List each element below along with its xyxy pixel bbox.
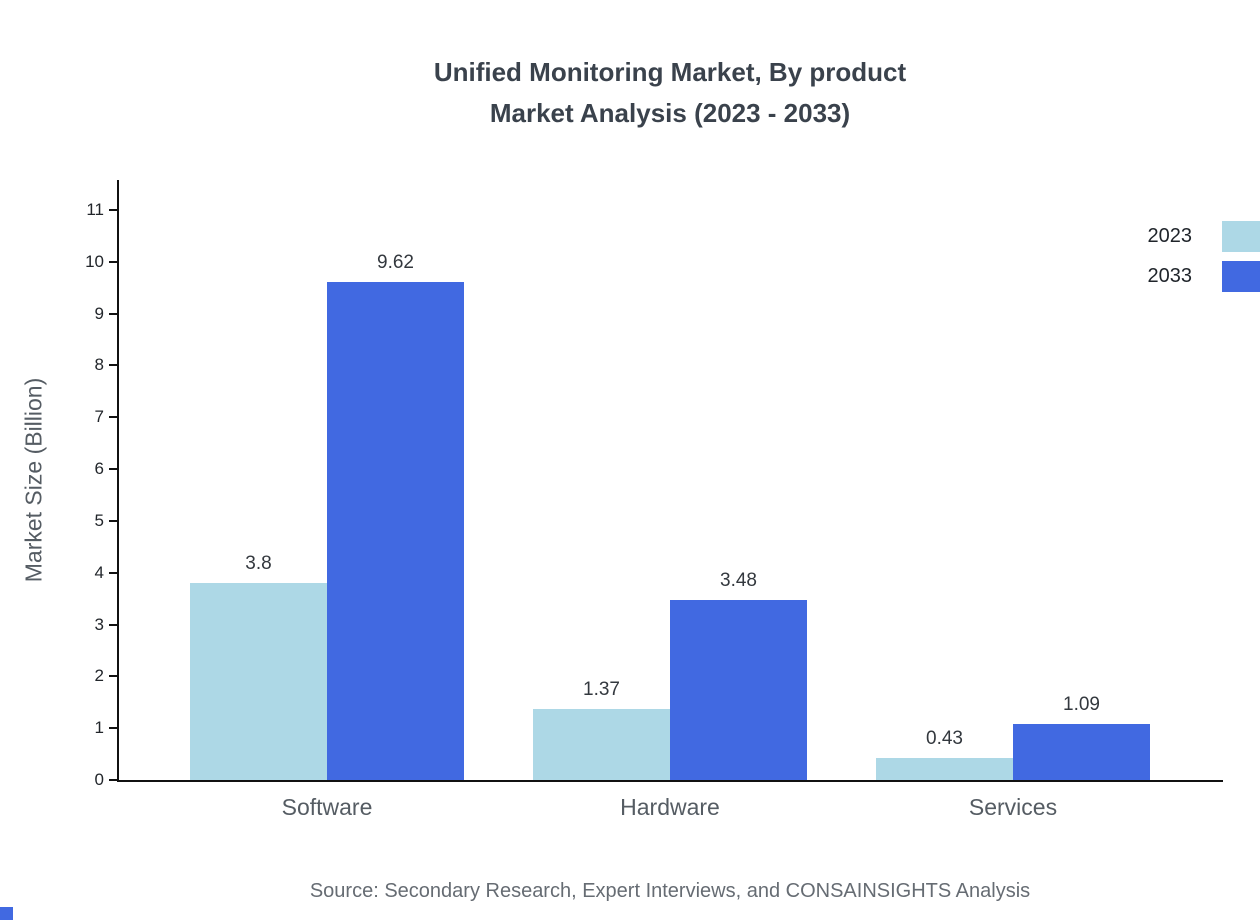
chart-title-line2: Market Analysis (2023 - 2033) [489, 98, 851, 128]
bar-2033-hardware [670, 599, 807, 780]
y-tick-mark [109, 209, 118, 211]
y-tick-mark [109, 571, 118, 574]
chart-title-line1: Unified Monitoring Market, By product [433, 57, 907, 87]
source-line: Source: Secondary Research, Expert Inter… [309, 880, 1031, 902]
y-tick-mark [109, 364, 118, 367]
bar-2023-hardware [533, 709, 670, 780]
y-tick-label: 6 [94, 459, 104, 479]
y-tick-mark [109, 623, 118, 626]
y-tick-label: 8 [94, 355, 104, 375]
value-label-2033-services: 1.09 [1063, 693, 1100, 715]
bar-2023-services [876, 757, 1013, 780]
value-label-2023-services: 0.43 [926, 727, 963, 749]
y-tick-mark [109, 675, 118, 678]
y-tick-mark [109, 468, 118, 471]
y-tick-label: 10 [85, 251, 104, 271]
legend-swatch-2033 [1222, 261, 1260, 292]
legend-label-2033: 2033 [1147, 265, 1193, 287]
category-label-services: Services [968, 794, 1058, 820]
y-tick-mark [109, 727, 118, 730]
legend-label-2023: 2023 [1147, 225, 1193, 247]
bar-2033-services [1013, 723, 1150, 780]
y-tick-label: 0 [94, 770, 104, 789]
y-tick-mark [109, 416, 118, 419]
y-tick-mark [109, 519, 118, 522]
y-axis-line [117, 180, 119, 782]
legend-swatch-2023 [1222, 221, 1260, 252]
y-tick-label: 2 [94, 666, 104, 686]
legend-item-2023: 2023 [1148, 221, 1260, 252]
y-tick-label: 5 [94, 510, 104, 530]
value-label-2023-hardware: 1.37 [583, 679, 620, 700]
y-tick-mark [109, 779, 118, 781]
y-tick-mark [109, 312, 118, 315]
bar-2033-software [327, 281, 464, 780]
corner-accent [0, 907, 13, 920]
y-tick-label: 7 [94, 407, 104, 427]
y-tick-label: 3 [94, 614, 104, 634]
value-label-2033-software: 9.62 [377, 251, 414, 273]
x-axis-line [117, 780, 1223, 782]
legend: 2023 2033 [1148, 221, 1260, 301]
chart-title: Unified Monitoring Market, By product Ma… [118, 52, 1222, 134]
legend-item-2033: 2033 [1148, 261, 1260, 292]
y-tick-label: 1 [94, 718, 104, 738]
y-tick-mark [109, 260, 118, 263]
y-axis-label: Market Size (Billion) [20, 377, 47, 583]
bar-2023-software [190, 583, 327, 780]
category-label-hardware: Hardware [620, 794, 720, 820]
y-tick-label: 4 [94, 562, 104, 582]
category-label-software: Software [281, 794, 373, 820]
value-label-2023-software: 3.8 [245, 553, 272, 575]
y-tick-label: 9 [94, 303, 104, 323]
value-label-2033-hardware: 3.48 [720, 569, 757, 591]
y-tick-label: 11 [86, 200, 104, 219]
